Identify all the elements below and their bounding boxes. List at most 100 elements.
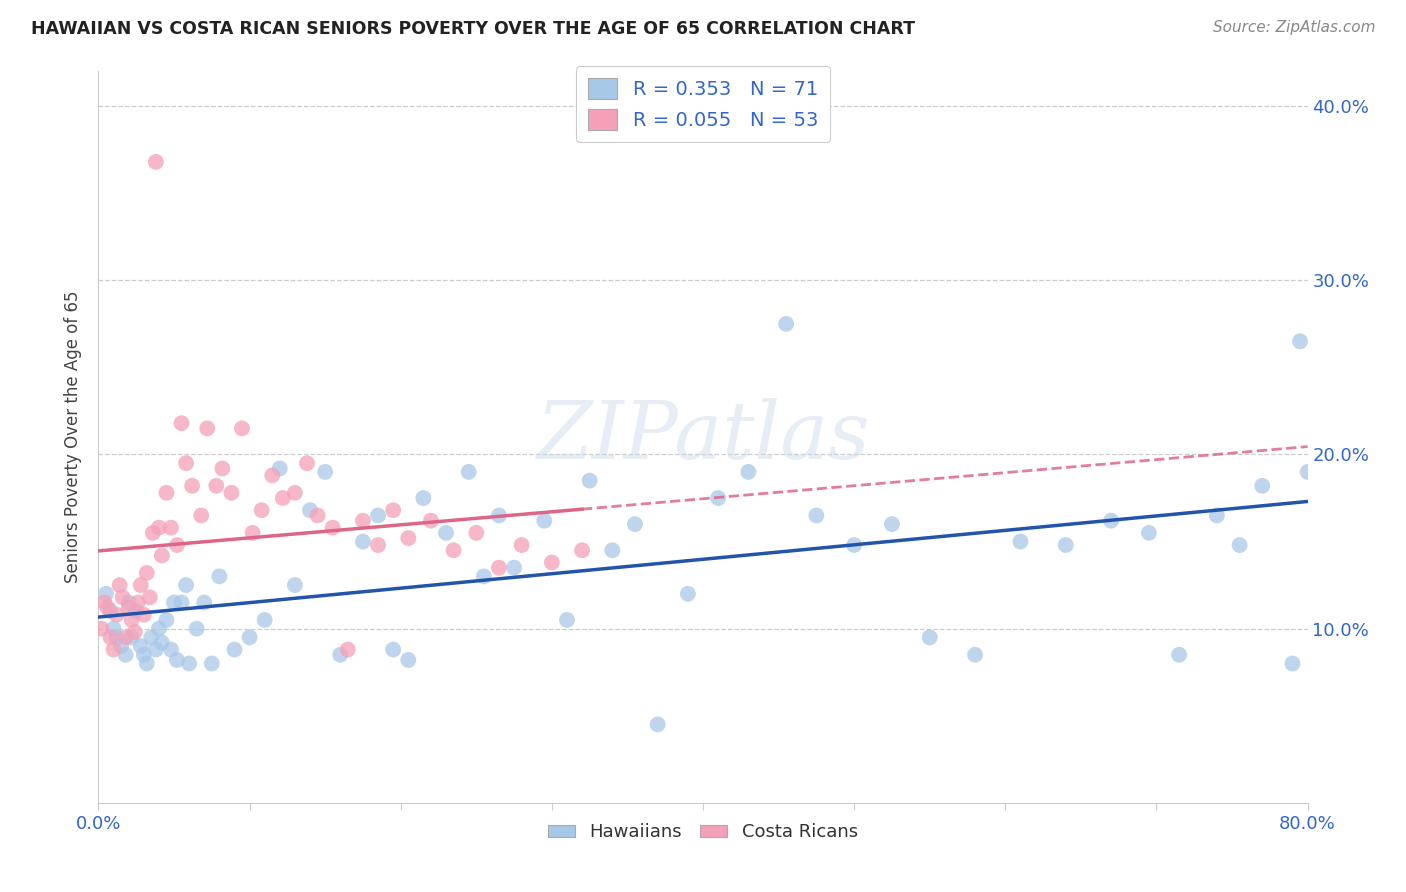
Point	[307, 508, 329, 523]
Point	[127, 595, 149, 609]
Point	[124, 625, 146, 640]
Point	[100, 604, 122, 618]
Point	[1054, 538, 1077, 552]
Point	[676, 587, 699, 601]
Point	[602, 543, 624, 558]
Point	[624, 517, 647, 532]
Point	[103, 622, 125, 636]
Point	[174, 578, 197, 592]
Point	[93, 595, 115, 609]
Point	[269, 461, 291, 475]
Point	[118, 600, 141, 615]
Point	[396, 531, 419, 545]
Point	[125, 604, 148, 618]
Point	[918, 631, 941, 645]
Point	[965, 648, 987, 662]
Point	[174, 456, 197, 470]
Point	[367, 538, 389, 552]
Point	[647, 717, 669, 731]
Point	[737, 465, 759, 479]
Legend: Hawaiians, Costa Ricans: Hawaiians, Costa Ricans	[541, 816, 865, 848]
Point	[1251, 479, 1274, 493]
Point	[262, 468, 284, 483]
Point	[271, 491, 294, 505]
Point	[148, 622, 170, 636]
Text: ZIPatlas: ZIPatlas	[536, 399, 870, 475]
Point	[160, 521, 183, 535]
Point	[382, 503, 405, 517]
Point	[96, 600, 118, 615]
Point	[208, 569, 231, 583]
Point	[121, 613, 143, 627]
Point	[1099, 514, 1122, 528]
Point	[488, 508, 510, 523]
Point	[253, 613, 276, 627]
Point	[179, 657, 201, 671]
Point	[135, 657, 157, 671]
Point	[443, 543, 465, 558]
Point	[578, 474, 600, 488]
Point	[1168, 648, 1191, 662]
Point	[221, 485, 243, 500]
Point	[190, 508, 212, 523]
Point	[1137, 525, 1160, 540]
Point	[170, 595, 193, 609]
Point	[105, 631, 128, 645]
Point	[250, 503, 273, 517]
Text: HAWAIIAN VS COSTA RICAN SENIORS POVERTY OVER THE AGE OF 65 CORRELATION CHART: HAWAIIAN VS COSTA RICAN SENIORS POVERTY …	[31, 20, 915, 37]
Point	[132, 648, 155, 662]
Point	[540, 556, 562, 570]
Point	[121, 631, 143, 645]
Point	[844, 538, 866, 552]
Y-axis label: Seniors Poverty Over the Age of 65: Seniors Poverty Over the Age of 65	[65, 291, 83, 583]
Point	[707, 491, 730, 505]
Point	[472, 569, 495, 583]
Point	[160, 642, 183, 657]
Point	[103, 642, 125, 657]
Point	[155, 613, 177, 627]
Point	[108, 578, 131, 592]
Point	[503, 560, 526, 574]
Point	[155, 485, 177, 500]
Point	[382, 642, 405, 657]
Text: Source: ZipAtlas.com: Source: ZipAtlas.com	[1212, 20, 1375, 35]
Point	[166, 538, 188, 552]
Point	[806, 508, 828, 523]
Point	[284, 485, 307, 500]
Point	[114, 648, 136, 662]
Point	[880, 517, 903, 532]
Point	[396, 653, 419, 667]
Point	[145, 642, 167, 657]
Point	[352, 514, 374, 528]
Point	[336, 642, 359, 657]
Point	[533, 514, 555, 528]
Point	[118, 595, 141, 609]
Point	[211, 461, 233, 475]
Point	[1229, 538, 1251, 552]
Point	[201, 657, 224, 671]
Point	[94, 587, 117, 601]
Point	[129, 639, 152, 653]
Point	[329, 648, 352, 662]
Point	[457, 465, 479, 479]
Point	[571, 543, 593, 558]
Point	[129, 578, 152, 592]
Point	[195, 421, 218, 435]
Point	[148, 521, 170, 535]
Point	[139, 591, 162, 605]
Point	[205, 479, 228, 493]
Point	[488, 560, 510, 574]
Point	[322, 521, 344, 535]
Point	[141, 631, 163, 645]
Point	[1296, 465, 1319, 479]
Point	[90, 622, 112, 636]
Point	[242, 525, 264, 540]
Point	[105, 607, 128, 622]
Point	[367, 508, 389, 523]
Point	[555, 613, 578, 627]
Point	[465, 525, 488, 540]
Point	[352, 534, 374, 549]
Point	[110, 639, 132, 653]
Point	[1010, 534, 1032, 549]
Point	[295, 456, 318, 470]
